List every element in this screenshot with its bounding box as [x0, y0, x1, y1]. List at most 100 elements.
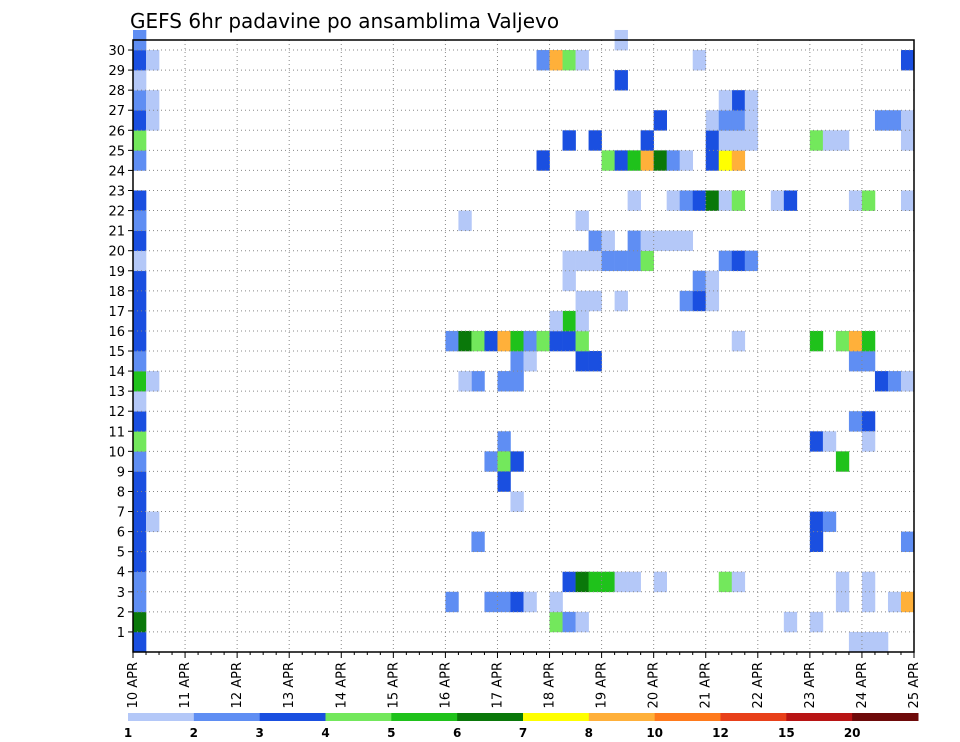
heatmap-cell	[523, 591, 537, 613]
heatmap-cell	[133, 210, 147, 231]
heatmap-cell	[731, 250, 746, 272]
legend-swatch	[588, 713, 656, 721]
heatmap-cell	[146, 50, 160, 71]
heatmap-cell	[497, 330, 511, 352]
heatmap-cell	[653, 571, 667, 593]
heatmap-cell	[536, 330, 550, 352]
heatmap-cell	[809, 130, 824, 151]
heatmap-cell	[146, 511, 160, 532]
heatmap-cell	[133, 50, 147, 71]
heatmap-cell	[640, 130, 654, 151]
legend-swatch	[391, 713, 458, 721]
heatmap-cell	[133, 190, 147, 211]
heatmap-cell	[575, 611, 589, 633]
heatmap-cell	[575, 330, 589, 352]
heatmap-cell	[731, 150, 746, 171]
heatmap-cell	[718, 110, 733, 131]
y-tick-label: 15	[108, 345, 125, 360]
heatmap-cell	[562, 310, 576, 332]
heatmap-cell	[133, 371, 147, 392]
heatmap-cell	[133, 150, 147, 171]
y-tick-label: 14	[108, 365, 125, 380]
heatmap-cell	[744, 130, 759, 151]
y-tick-label: 27	[108, 104, 125, 119]
legend-label: 6	[453, 726, 461, 740]
heatmap-cell	[783, 611, 798, 633]
y-tick-label: 9	[117, 465, 125, 480]
chart-title: GEFS 6hr padavine po ansamblima Valjevo	[130, 9, 559, 33]
heatmap-cell	[783, 190, 798, 211]
heatmap-cell	[562, 250, 576, 272]
heatmap-cell	[731, 190, 746, 211]
x-tick-label: 13 APR	[282, 662, 297, 708]
heatmap-cell	[614, 150, 628, 171]
heatmap-cell	[497, 431, 511, 452]
heatmap-cell	[848, 330, 863, 352]
y-tick-label: 21	[108, 225, 125, 240]
heatmap-cell	[653, 110, 667, 131]
heatmap-cell	[549, 50, 563, 71]
heatmap-cell	[458, 210, 472, 231]
legend-label: 15	[778, 726, 795, 740]
y-tick-label: 4	[117, 566, 125, 581]
heatmap-cell	[887, 591, 902, 613]
heatmap-cell	[133, 571, 147, 593]
heatmap-cell	[133, 70, 147, 91]
heatmap-cell	[536, 150, 550, 171]
heatmap-cell	[822, 130, 837, 151]
heatmap-cell	[887, 371, 902, 392]
y-tick-label: 11	[108, 425, 125, 440]
heatmap-cell	[133, 491, 147, 512]
heatmap-cell	[705, 130, 720, 151]
heatmap-cell	[874, 631, 889, 653]
legend-label: 5	[387, 726, 395, 740]
heatmap-cell	[575, 290, 589, 312]
heatmap-cell	[133, 250, 147, 272]
heatmap-cell	[627, 150, 641, 171]
heatmap-cell	[731, 571, 746, 593]
y-tick-label: 8	[117, 485, 125, 500]
heatmap-cell	[575, 351, 589, 372]
y-tick-label: 5	[117, 546, 125, 561]
heatmap-cell	[133, 591, 147, 613]
x-tick-label: 11 APR	[178, 662, 193, 708]
heatmap-cell	[133, 130, 147, 151]
y-tick-label: 26	[108, 124, 125, 139]
heatmap-cell	[809, 531, 824, 552]
heatmap-cell	[809, 330, 824, 352]
y-tick-label: 2	[117, 606, 125, 621]
heatmap-cell	[510, 371, 524, 392]
heatmap-cell	[640, 230, 654, 251]
heatmap-cell	[640, 250, 654, 272]
heatmap-cell	[614, 571, 628, 593]
heatmap-cell	[705, 190, 720, 211]
heatmap-cell	[562, 611, 576, 633]
heatmap-cell	[575, 50, 589, 71]
heatmap-cell	[601, 250, 615, 272]
heatmap-cell	[601, 150, 615, 171]
heatmap-cell	[900, 371, 915, 392]
y-tick-label: 23	[108, 184, 125, 199]
heatmap-cell	[666, 150, 680, 171]
legend-label: 2	[190, 726, 198, 740]
heatmap-cell	[835, 330, 850, 352]
heatmap-cell	[601, 571, 615, 593]
heatmap-cell	[679, 150, 694, 171]
x-tick-label: 19 APR	[595, 662, 610, 708]
heatmap-cell	[744, 250, 759, 272]
x-tick-label: 23 APR	[803, 662, 818, 708]
heatmap-cell	[861, 190, 876, 211]
x-tick-label: 10 APR	[126, 662, 141, 708]
heatmap-cell	[562, 330, 576, 352]
heatmap-cell	[900, 130, 915, 151]
heatmap-cell	[861, 411, 876, 432]
heatmap-cell	[679, 190, 694, 211]
heatmap-cell	[484, 451, 498, 472]
heatmap-cell	[653, 150, 667, 171]
heatmap-cell	[718, 90, 733, 111]
heatmap-cell	[705, 110, 720, 131]
heatmap-cell	[510, 330, 524, 352]
heatmap-cell	[510, 351, 524, 372]
heatmap-cell	[575, 250, 589, 272]
heatmap-cell	[458, 330, 472, 352]
